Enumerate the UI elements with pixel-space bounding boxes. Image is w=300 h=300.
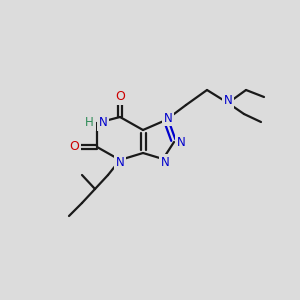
Text: N: N	[177, 136, 185, 148]
Text: N: N	[160, 155, 169, 169]
Text: O: O	[69, 140, 79, 154]
Text: N: N	[99, 116, 107, 130]
Text: O: O	[115, 91, 125, 103]
Text: N: N	[224, 94, 232, 107]
Text: N: N	[116, 155, 124, 169]
Text: N: N	[164, 112, 172, 124]
Text: H: H	[85, 116, 94, 130]
